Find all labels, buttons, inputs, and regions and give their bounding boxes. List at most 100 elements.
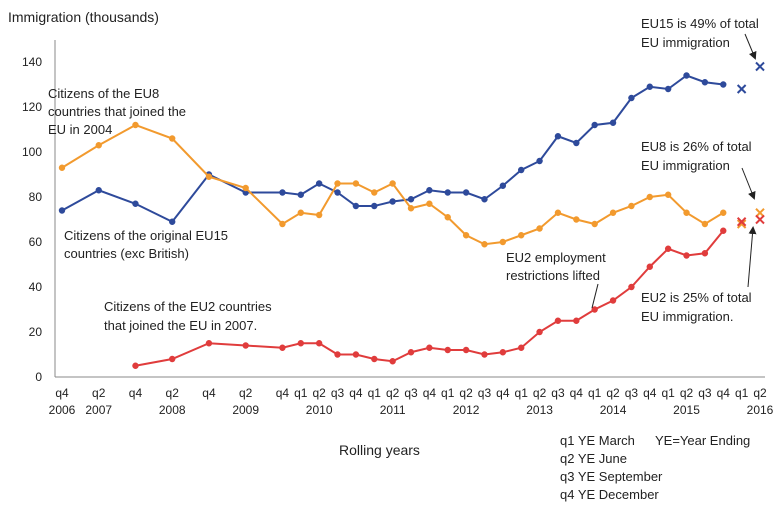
x-tick-label: q4 — [55, 386, 69, 400]
x-tick-label: q4 — [423, 386, 437, 400]
data-point-eu2 — [628, 283, 635, 291]
quarter-notes: q1 YE March YE=Year Ending q2 YE June q3… — [560, 433, 750, 502]
data-point-eu8 — [315, 211, 323, 219]
x-tick-label: q3 — [331, 386, 345, 400]
data-point-eu15 — [499, 182, 507, 189]
x-tick-label: q4 — [643, 386, 657, 400]
data-point-eu8 — [426, 200, 433, 207]
x-tick-label: q1 — [661, 386, 675, 400]
x-tick-label: q1 — [441, 386, 455, 400]
data-point-eu2 — [609, 297, 617, 304]
annotation-eu2-share: EU2 is 25% of total EU immigration. — [641, 226, 757, 324]
estimate-marker-eu15 — [736, 84, 747, 94]
eu15-share-arrow — [744, 33, 757, 60]
data-point-eu8 — [499, 238, 507, 246]
x-tick-year: 2008 — [159, 403, 186, 417]
data-point-eu8 — [205, 173, 213, 180]
data-point-eu15 — [683, 72, 690, 79]
x-tick-label: q4 — [570, 386, 584, 400]
eu2-label-line-1: Citizens of the EU2 countries — [104, 299, 272, 314]
x-tick-label: q2 — [459, 386, 473, 400]
data-point-eu15 — [701, 79, 709, 86]
note-q3: q3 YE September — [560, 469, 663, 484]
eu15-label-line-1: Citizens of the original EU15 — [64, 228, 228, 243]
x-tick-label: q2 — [680, 386, 694, 400]
data-point-eu15 — [279, 189, 286, 196]
note-ye: YE=Year Ending — [655, 433, 750, 448]
data-point-eu15 — [58, 207, 66, 214]
x-tick-label: q4 — [129, 386, 143, 400]
data-point-eu8 — [95, 142, 102, 149]
estimate-marker-eu8 — [736, 219, 747, 229]
eu8-share-arrow — [741, 167, 756, 200]
data-point-eu15 — [334, 189, 341, 196]
data-point-eu2 — [297, 340, 304, 347]
data-point-eu2 — [352, 351, 360, 358]
data-point-eu8 — [683, 209, 690, 216]
x-tick-label: q3 — [698, 386, 712, 400]
eu8-label-line-1: Citizens of the EU8 — [48, 86, 159, 101]
x-tick-year: 2011 — [380, 403, 406, 417]
data-point-eu8 — [444, 214, 451, 221]
data-point-eu15 — [95, 187, 102, 194]
y-tick-label: 100 — [22, 145, 42, 159]
note-q2: q2 YE June — [560, 451, 627, 466]
data-point-eu2 — [389, 358, 396, 365]
data-point-eu2 — [334, 351, 341, 358]
data-point-eu8 — [334, 180, 341, 187]
data-point-eu2 — [518, 344, 525, 351]
eu8-label-line-3: EU in 2004 — [48, 122, 112, 137]
eu15-label-line-2: countries (exc British) — [64, 246, 189, 261]
x-tick-label: q2 — [92, 386, 106, 400]
data-point-eu2 — [481, 351, 488, 358]
data-point-eu8 — [720, 209, 727, 216]
eu15-share-line-1: EU15 is 49% of total — [641, 16, 759, 31]
data-point-eu15 — [628, 94, 635, 102]
data-point-eu15 — [371, 202, 378, 210]
estimate-marker-eu2 — [755, 214, 765, 225]
y-tick-label: 140 — [22, 55, 42, 69]
x-tick-label: q1 — [368, 386, 382, 400]
data-point-eu15 — [352, 202, 360, 210]
data-point-eu15 — [444, 189, 451, 196]
x-tick-label: q1 — [735, 386, 749, 400]
data-point-eu2 — [554, 317, 562, 324]
data-point-eu2 — [462, 346, 470, 354]
x-tick-year: 2014 — [600, 403, 627, 417]
x-tick-year: 2009 — [232, 403, 259, 417]
x-tick-label: q3 — [625, 386, 639, 400]
annotation-eu8-share: EU8 is 26% of total EU immigration — [641, 139, 756, 200]
estimate-marker-eu15 — [755, 61, 765, 72]
data-point-eu15 — [297, 191, 304, 198]
annotation-eu8: Citizens of the EU8 countries that joine… — [48, 86, 186, 137]
x-axis-title: Rolling years — [339, 442, 420, 458]
data-point-eu2 — [444, 346, 451, 354]
x-tick-label: q1 — [588, 386, 602, 400]
data-point-eu15 — [462, 189, 470, 196]
data-point-eu2 — [242, 342, 249, 349]
x-tick-label: q2 — [239, 386, 253, 400]
eu15-share-line-2: EU immigration — [641, 35, 730, 50]
data-point-eu15 — [518, 166, 525, 174]
data-point-eu8 — [573, 216, 580, 223]
x-tick-year: 2016 — [747, 403, 774, 417]
x-tick-label: q1 — [515, 386, 529, 400]
data-point-eu15 — [536, 157, 543, 165]
note-q4: q4 YE December — [560, 487, 659, 502]
eu2-restrictions-line-2: restrictions lifted — [506, 268, 600, 283]
data-point-eu15 — [646, 83, 653, 90]
data-point-eu15 — [426, 187, 433, 194]
x-tick-year: 2013 — [526, 403, 553, 417]
data-point-eu2 — [407, 349, 415, 356]
data-point-eu15 — [720, 81, 727, 88]
x-tick-label: q4 — [276, 386, 290, 400]
data-point-eu8 — [536, 225, 543, 232]
x-tick-year: 2010 — [306, 403, 333, 417]
data-point-eu8 — [389, 180, 396, 187]
data-point-eu8 — [628, 202, 635, 210]
data-point-eu2 — [646, 263, 653, 270]
eu2-label-line-2: that joined the EU in 2007. — [104, 318, 257, 333]
x-tick-label: q3 — [551, 386, 565, 400]
data-point-eu15 — [389, 198, 396, 205]
